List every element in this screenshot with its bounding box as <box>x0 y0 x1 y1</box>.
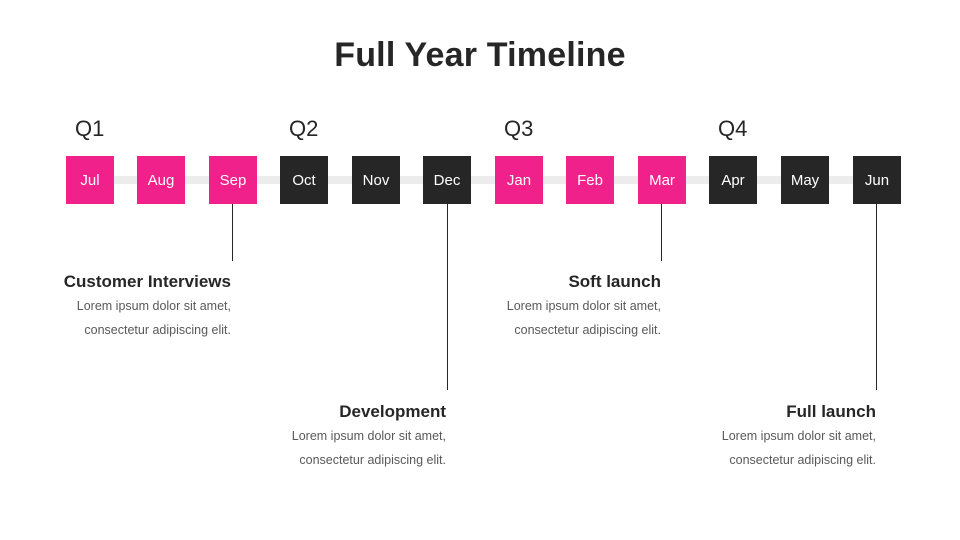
milestone-soft-launch: Soft launch Lorem ipsum dolor sit amet, … <box>507 272 661 342</box>
month-box-sep: Sep <box>209 156 257 204</box>
month-box-mar: Mar <box>638 156 686 204</box>
month-box-feb: Feb <box>566 156 614 204</box>
milestone-description-line: consectetur adipiscing elit. <box>84 323 231 337</box>
connector-customer-interviews <box>232 204 233 261</box>
month-box-may: May <box>781 156 829 204</box>
quarter-label-q3: Q3 <box>504 116 534 141</box>
month-box-dec: Dec <box>423 156 471 204</box>
milestone-description-line: consectetur adipiscing elit. <box>514 323 661 337</box>
milestone-description-line: consectetur adipiscing elit. <box>299 453 446 467</box>
milestone-title: Full launch <box>786 402 876 421</box>
month-box-jul: Jul <box>66 156 114 204</box>
milestone-description-line: Lorem ipsum dolor sit amet, <box>291 429 446 443</box>
milestone-description-line: Lorem ipsum dolor sit amet, <box>76 299 231 313</box>
month-box-aug: Aug <box>137 156 185 204</box>
month-box-apr: Apr <box>709 156 757 204</box>
milestone-description-line: Lorem ipsum dolor sit amet, <box>506 299 661 313</box>
month-box-jun: Jun <box>853 156 901 204</box>
page-title: Full Year Timeline <box>334 36 626 74</box>
month-box-jan: Jan <box>495 156 543 204</box>
connector-soft-launch <box>661 204 662 261</box>
milestone-development: Development Lorem ipsum dolor sit amet, … <box>292 402 446 472</box>
milestone-title: Soft launch <box>568 272 661 291</box>
milestone-full-launch: Full launch Lorem ipsum dolor sit amet, … <box>722 402 876 472</box>
quarter-label-q1: Q1 <box>75 116 105 141</box>
milestone-title: Customer Interviews <box>63 272 231 291</box>
milestone-description-line: Lorem ipsum dolor sit amet, <box>721 429 876 443</box>
month-box-oct: Oct <box>280 156 328 204</box>
milestone-title: Development <box>339 402 446 421</box>
quarter-label-q2: Q2 <box>289 116 319 141</box>
milestone-customer-interviews: Customer Interviews Lorem ipsum dolor si… <box>64 272 231 342</box>
month-box-nov: Nov <box>352 156 400 204</box>
connector-development <box>447 204 448 390</box>
milestone-description-line: consectetur adipiscing elit. <box>729 453 876 467</box>
connector-full-launch <box>876 204 877 390</box>
timeline-track <box>66 176 900 184</box>
quarter-label-q4: Q4 <box>718 116 748 141</box>
